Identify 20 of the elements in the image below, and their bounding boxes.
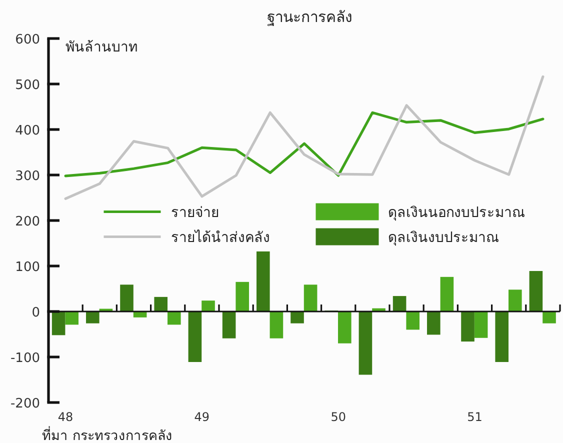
x-tick-label: 51 <box>467 410 482 424</box>
x-tick-label: 49 <box>194 410 210 424</box>
y-tick-label: 600 <box>15 32 40 48</box>
y-tick-label: 100 <box>15 260 40 275</box>
legend-label: ดุลเงินนอกงบประมาณ <box>388 204 525 221</box>
y-tick-label: 200 <box>15 214 40 230</box>
y-tick-label: 400 <box>15 124 40 138</box>
y-tick-label: -200 <box>10 396 40 412</box>
y-tick-label: 300 <box>15 169 40 184</box>
chart-title: ฐานะการคลัง <box>266 8 352 26</box>
y-axis-title: พันล้านบาท <box>66 40 138 56</box>
text: ที่มา กระทรวงการคลัง <box>42 426 172 443</box>
legend-label: รายจ่าย <box>170 204 219 221</box>
y-tick-label: 500 <box>15 78 40 93</box>
x-tick-label: 48 <box>58 410 74 424</box>
legend-label: ดุลเงินงบประมาณ <box>388 230 499 246</box>
y-tick-label: -100 <box>10 351 40 366</box>
y-tick-label: 0 <box>32 306 40 320</box>
x-tick-label: 50 <box>330 410 346 424</box>
legend-label: รายได้นำส่งคลัง <box>170 228 270 246</box>
